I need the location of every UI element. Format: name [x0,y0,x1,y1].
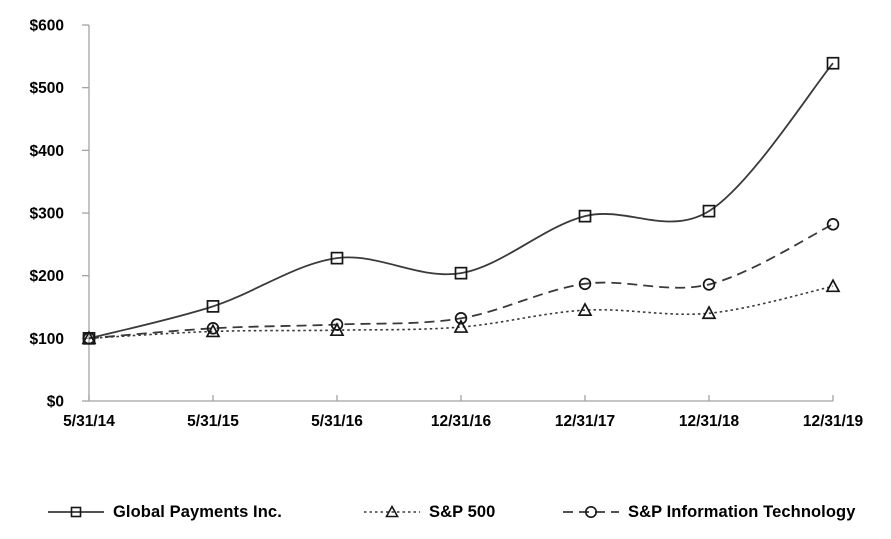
series-marker-square-global-payments-inc [702,204,716,218]
y-axis-tick-label: $0 [47,394,64,411]
series-marker-triangle-s-p-500 [205,323,221,338]
series-marker-triangle-s-p-500 [701,305,717,320]
series-marker-circle-s-p-information-technology [826,218,840,231]
y-axis-tick-label: $100 [30,331,64,348]
series-line-s-p-information-technology [88,223,834,340]
legend-label-sp500: S&P 500 [429,502,496,521]
y-axis-tick-label: $600 [30,18,64,35]
series-marker-square-global-payments-inc [826,56,840,70]
dotted-line-triangle-marker-icon [364,504,420,518]
series-line-global-payments-inc [88,62,834,340]
solid-line-square-marker-icon [48,506,104,518]
y-axis-tick-label: $200 [30,268,64,285]
series-marker-triangle-s-p-500 [577,302,593,316]
x-axis-tick-label: 5/31/16 [311,413,363,430]
x-axis-tick-label: 5/31/14 [63,413,115,430]
y-axis-tick-label: $400 [30,143,64,160]
series-marker-circle-s-p-information-technology [82,332,96,345]
dashed-line-circle-marker-icon [563,506,619,518]
series-marker-circle-s-p-information-technology [454,312,468,325]
chart-plot-area: $0 $100 $200 $300 $400 $500 $600 5/31/14 5/31/15… [30,18,864,431]
series-marker-triangle-s-p-500 [453,319,469,333]
series-marker-circle-s-p-information-technology [578,277,592,291]
series-marker-circle-s-p-information-technology [702,278,716,291]
y-axis-tick-label: $300 [30,206,64,223]
series-marker-square-global-payments-inc [578,209,592,223]
series-marker-square-global-payments-inc [206,300,220,313]
legend-item-sp-info-tech: S&P Information Technology [563,497,856,527]
y-axis-tick-label: $500 [30,80,64,97]
series-marker-triangle-s-p-500 [825,278,841,293]
legend-label-global-payments: Global Payments Inc. [113,502,282,521]
x-axis-tick-label: 12/31/16 [431,413,492,430]
series-line-s-p-500 [88,285,834,340]
chart-legend: Global Payments Inc. S&P 500 S&P Informa… [0,497,891,527]
series-marker-circle-s-p-information-technology [330,318,344,331]
series-marker-circle-s-p-information-technology [206,322,220,335]
legend-item-sp500: S&P 500 [364,497,495,527]
x-axis-tick-label: 12/31/17 [555,413,615,430]
x-axis-tick-label: 12/31/19 [803,413,864,430]
x-axis-tick-label: 12/31/18 [679,413,740,430]
legend-item-global-payments: Global Payments Inc. [48,497,282,527]
series-marker-square-global-payments-inc [330,251,344,265]
legend-label-sp-info-tech: S&P Information Technology [628,502,856,521]
x-axis-tick-label: 5/31/15 [187,413,239,430]
series-marker-square-global-payments-inc [454,266,468,280]
